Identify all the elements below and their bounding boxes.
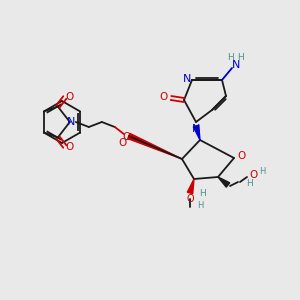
Text: O: O bbox=[186, 194, 194, 204]
Text: H: H bbox=[197, 200, 203, 209]
Polygon shape bbox=[218, 177, 230, 187]
Text: H: H bbox=[228, 53, 234, 62]
Text: O: O bbox=[160, 92, 168, 102]
Polygon shape bbox=[128, 134, 182, 159]
Text: O: O bbox=[66, 92, 74, 101]
Text: O: O bbox=[123, 132, 131, 142]
Text: O: O bbox=[250, 170, 258, 180]
Text: O: O bbox=[119, 138, 127, 148]
Polygon shape bbox=[187, 179, 194, 194]
Text: H: H bbox=[238, 53, 244, 62]
Text: N: N bbox=[192, 124, 200, 134]
Text: H: H bbox=[246, 178, 253, 188]
Text: O: O bbox=[237, 151, 245, 161]
Text: N: N bbox=[183, 74, 191, 84]
Text: N: N bbox=[232, 60, 240, 70]
Text: O: O bbox=[66, 142, 74, 152]
Text: N: N bbox=[67, 117, 75, 127]
Text: H: H bbox=[259, 167, 265, 176]
Text: H: H bbox=[199, 188, 206, 197]
Polygon shape bbox=[193, 125, 200, 140]
